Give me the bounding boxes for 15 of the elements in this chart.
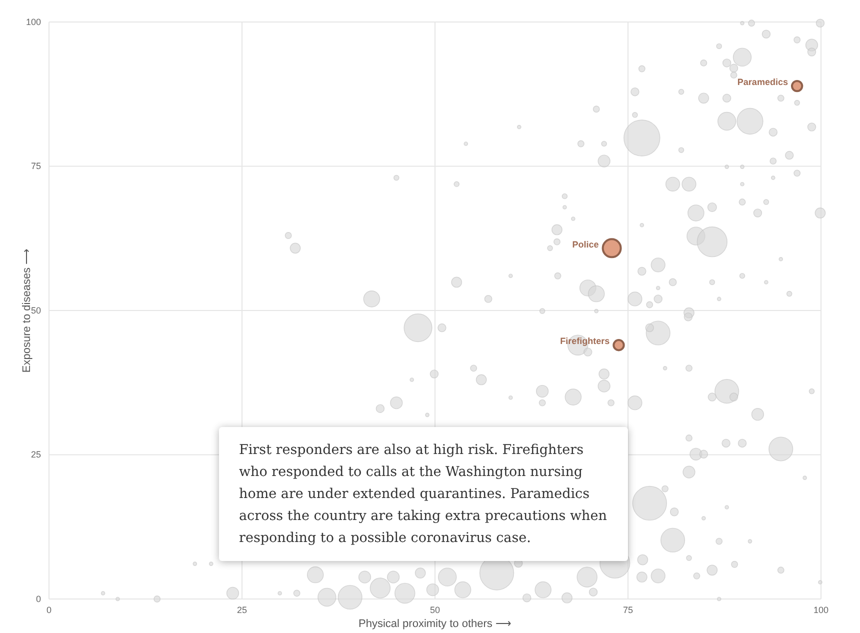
y-tick-label: 75 [30, 161, 41, 172]
y-tick-label: 100 [26, 16, 41, 27]
x-tick-label: 0 [46, 605, 52, 616]
x-tick-label: 25 [236, 605, 248, 616]
annotation: First responders are also at high risk. Firefighters who responded to calls at the Washington nursing home are under extended quarantines. Paramedics across the country are taking extra precautions when responding to a possible coronavirus case. [219, 427, 628, 561]
series-label: Firefighters [560, 336, 610, 346]
x-axis-title: Physical proximity to others ⟶ [358, 618, 512, 630]
y-tick-label: 50 [30, 305, 41, 316]
y-tick-label: 25 [30, 450, 41, 460]
series-label: Police [572, 239, 599, 250]
series-label: Paramedics [737, 77, 788, 88]
y-tick-label: 0 [36, 594, 41, 604]
x-tick-label: 100 [813, 605, 829, 616]
x-tick-label: 75 [622, 605, 634, 616]
x-tick-label: 50 [430, 605, 440, 616]
